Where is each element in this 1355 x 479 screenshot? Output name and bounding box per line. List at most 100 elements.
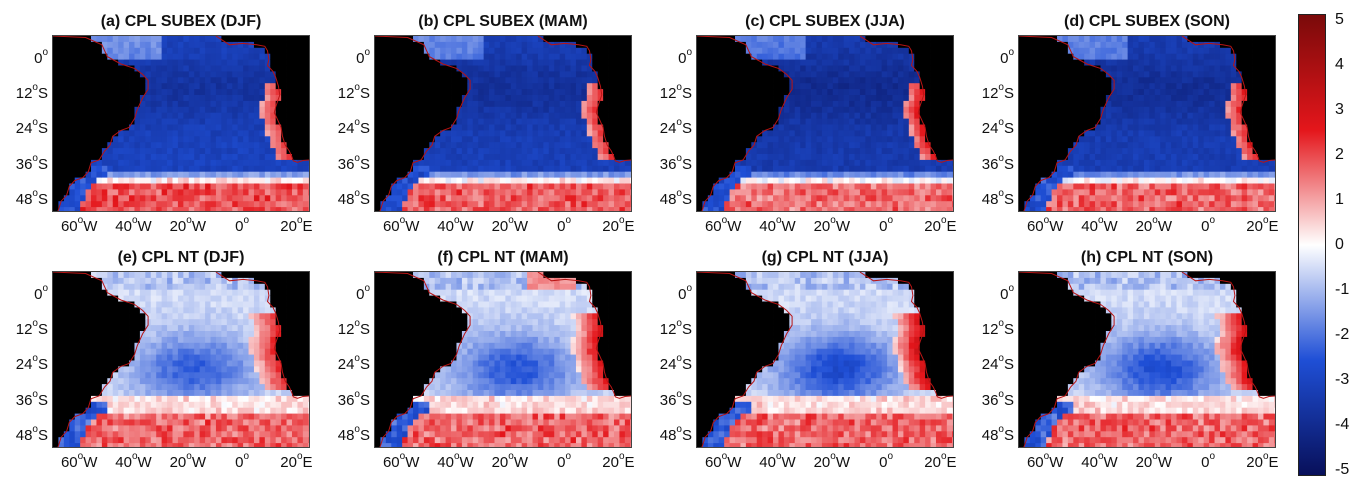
ocean-cell	[930, 154, 937, 161]
ocean-cell	[510, 154, 517, 161]
ocean-cell	[865, 130, 872, 137]
ocean-cell	[129, 165, 135, 173]
ocean-cell	[226, 83, 233, 90]
ocean-cell	[559, 83, 566, 90]
ocean-cell	[91, 195, 97, 202]
land-cell	[756, 65, 763, 72]
ocean-cell	[221, 148, 228, 155]
ocean-cell	[575, 130, 582, 137]
ocean-cell	[210, 154, 217, 161]
ocean-cell	[199, 41, 206, 49]
ocean-cell	[456, 136, 463, 143]
land-cell	[707, 177, 714, 184]
ocean-cell	[1046, 177, 1052, 184]
ocean-cell	[259, 112, 266, 119]
ocean-cell	[859, 59, 866, 66]
land-cell	[53, 201, 59, 208]
ocean-cell	[248, 118, 255, 125]
ocean-cell	[778, 136, 785, 143]
ocean-cell	[532, 177, 539, 184]
ocean-cell	[259, 89, 266, 96]
ocean-cell	[559, 130, 566, 137]
ocean-cell	[527, 159, 533, 167]
land-cell	[745, 83, 752, 90]
land-cell	[740, 124, 747, 131]
ocean-cell	[232, 177, 239, 184]
ocean-cell	[865, 124, 872, 131]
ocean-cell	[537, 100, 544, 108]
ocean-cell	[532, 118, 539, 125]
ocean-cell	[478, 77, 485, 84]
land-cell	[1051, 142, 1058, 149]
land-cell	[380, 159, 387, 167]
ocean-cell	[543, 71, 550, 78]
ocean-cell	[570, 177, 577, 184]
ocean-cell	[1040, 189, 1047, 196]
land-cell	[1067, 83, 1074, 90]
ocean-cell	[489, 207, 495, 211]
land-cell	[63, 154, 70, 161]
land-cell	[58, 148, 65, 155]
land-cell	[724, 148, 730, 155]
ocean-cell	[925, 189, 931, 196]
land-cell	[107, 95, 114, 102]
ocean-cell	[745, 177, 752, 184]
ocean-cell	[429, 165, 436, 173]
land-cell	[1062, 142, 1069, 149]
land-cell	[697, 47, 703, 55]
ocean-cell	[1100, 148, 1107, 155]
ocean-cell	[919, 195, 926, 202]
ocean-cell	[237, 100, 244, 108]
land-cell	[952, 59, 953, 66]
ocean-cell	[270, 207, 277, 211]
ocean-cell	[205, 159, 211, 167]
land-cell	[429, 112, 436, 119]
land-cell	[1035, 171, 1042, 178]
ocean-cell	[461, 201, 468, 208]
ocean-cell	[445, 177, 452, 184]
land-cell	[702, 65, 709, 72]
ocean-cell	[505, 124, 512, 131]
land-cell	[407, 165, 414, 173]
ocean-cell	[461, 41, 468, 49]
ocean-cell	[1078, 154, 1085, 161]
land-cell	[941, 106, 948, 114]
land-cell	[1024, 71, 1031, 78]
land-cell	[129, 83, 135, 90]
ocean-cell	[575, 207, 582, 211]
land-cell	[630, 41, 631, 49]
ocean-cell	[161, 189, 168, 196]
ocean-cell	[1105, 136, 1112, 143]
ocean-cell	[308, 183, 309, 190]
ocean-cell	[440, 171, 447, 178]
land-cell	[286, 130, 293, 137]
ocean-cell	[575, 159, 582, 167]
ocean-cell	[440, 59, 447, 66]
ocean-cell	[107, 165, 114, 173]
ocean-cell	[177, 118, 184, 125]
land-cell	[630, 53, 631, 60]
land-cell	[123, 124, 130, 131]
ocean-cell	[724, 207, 730, 211]
ocean-cell	[281, 177, 287, 184]
ocean-cell	[603, 177, 609, 184]
ocean-cell	[554, 95, 561, 102]
ocean-cell	[832, 36, 839, 43]
ocean-cell	[205, 195, 211, 202]
ocean-cell	[440, 41, 447, 49]
ocean-cell	[800, 142, 807, 149]
ocean-cell	[838, 136, 845, 143]
ocean-cell	[532, 130, 539, 137]
land-cell	[1062, 118, 1069, 125]
land-cell	[724, 124, 730, 131]
ocean-cell	[548, 154, 555, 161]
ocean-cell	[565, 124, 571, 131]
ocean-cell	[1095, 41, 1101, 49]
ocean-cell	[575, 165, 582, 173]
anomaly-map	[374, 35, 632, 212]
land-cell	[619, 124, 626, 131]
ocean-cell	[467, 118, 474, 125]
ocean-cell	[881, 177, 888, 184]
ocean-cell	[150, 195, 157, 202]
land-cell	[1057, 59, 1063, 66]
